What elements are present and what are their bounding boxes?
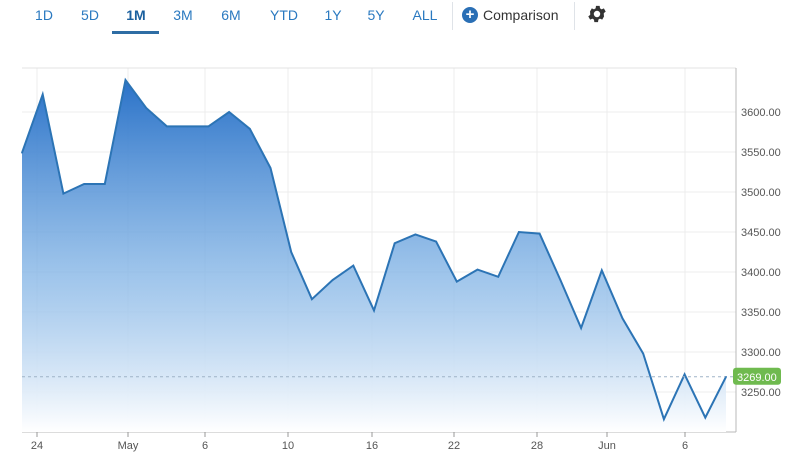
gear-icon[interactable]: [586, 3, 608, 25]
active-range-indicator: [112, 31, 159, 34]
y-tick-label: 3500.00: [741, 187, 781, 199]
data-point: [269, 167, 272, 169]
data-point: [559, 279, 562, 281]
data-point: [249, 128, 251, 130]
data-point: [83, 183, 85, 185]
range-1d-button[interactable]: 1D: [35, 7, 53, 23]
price-area: [22, 80, 726, 432]
data-point: [104, 183, 106, 185]
data-point: [601, 269, 603, 272]
x-tick-label: 16: [366, 440, 378, 452]
data-point: [580, 327, 582, 329]
y-tick-label: 3350.00: [741, 307, 781, 319]
toolbar-divider: [574, 2, 575, 30]
data-point: [456, 280, 458, 283]
y-tick-label: 3250.00: [741, 387, 781, 399]
x-tick-label: 10: [282, 440, 294, 452]
x-tick-label: 6: [682, 440, 688, 452]
data-point: [435, 240, 437, 243]
x-tick-label: 22: [448, 440, 460, 452]
range-5y-button[interactable]: 5Y: [367, 7, 385, 23]
data-point: [145, 107, 147, 109]
data-point: [373, 309, 375, 312]
data-point: [290, 251, 293, 253]
range-3m-button[interactable]: 3M: [173, 7, 193, 23]
range-ytd-button[interactable]: YTD: [270, 7, 298, 23]
range-all-button[interactable]: ALL: [412, 7, 438, 23]
range-1m-button[interactable]: 1M: [126, 7, 146, 23]
data-point: [228, 111, 230, 113]
y-axis: 3600.00 3550.00 3500.00 3450.00 3400.00 3350.…: [741, 107, 781, 399]
x-tick-label: 6: [202, 440, 208, 452]
toolbar-divider: [452, 2, 453, 30]
range-1y-button[interactable]: 1Y: [324, 7, 342, 23]
data-point: [331, 279, 334, 281]
y-tick-label: 3550.00: [741, 147, 781, 159]
data-point: [704, 416, 707, 419]
data-point: [352, 264, 355, 267]
data-point: [621, 317, 624, 320]
y-tick-label: 3600.00: [741, 107, 781, 119]
x-tick-label: May: [118, 440, 139, 452]
data-point: [642, 352, 644, 355]
y-tick-label: 3300.00: [741, 347, 781, 359]
x-tick-label: Jun: [598, 440, 616, 452]
range-6m-button[interactable]: 6M: [221, 7, 241, 23]
comparison-button[interactable]: + Comparison: [462, 3, 558, 27]
data-point: [414, 233, 417, 236]
current-price-label: 3269.00: [737, 372, 777, 384]
x-tick-label: 24: [31, 440, 43, 452]
y-tick-label: 3450.00: [741, 227, 781, 239]
data-point: [663, 418, 665, 421]
current-price-tag: 3269.00: [733, 367, 781, 385]
comparison-label: Comparison: [483, 7, 559, 23]
data-point: [497, 276, 500, 278]
data-point: [166, 125, 168, 128]
data-point: [393, 242, 396, 244]
data-point: [41, 93, 44, 96]
data-point: [186, 125, 189, 128]
data-point: [207, 125, 210, 128]
y-tick-label: 3400.00: [741, 267, 781, 279]
data-point: [21, 152, 23, 154]
x-axis: 24 May 6 10 16 22 28 Jun 6: [31, 432, 688, 452]
range-5d-button[interactable]: 5D: [81, 7, 99, 23]
plus-circle-icon: +: [462, 7, 478, 23]
x-tick-label: 28: [531, 440, 543, 452]
data-point: [725, 376, 727, 378]
data-point: [476, 268, 479, 271]
data-point: [538, 232, 541, 235]
data-point: [683, 373, 686, 376]
data-point: [518, 231, 520, 233]
data-point: [311, 298, 313, 301]
data-point: [62, 192, 65, 195]
range-toolbar: 1D 5D 1M 3M 6M YTD 1Y 5Y ALL + Compariso…: [0, 0, 802, 36]
data-point: [124, 79, 127, 81]
